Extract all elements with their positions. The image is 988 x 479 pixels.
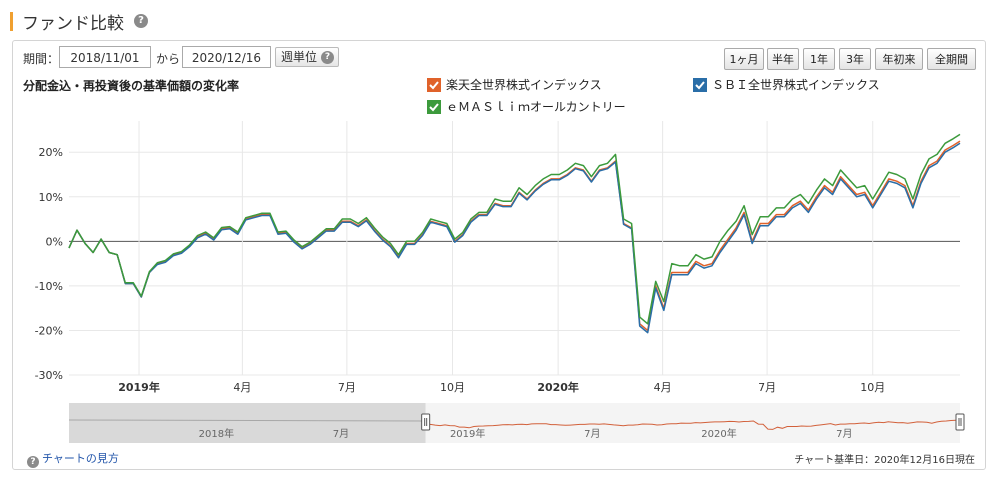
legend-item-emaxis[interactable]: ｅＭＡＳｌｉｍオールカントリー	[427, 98, 626, 115]
question-circle-icon[interactable]: ?	[134, 14, 148, 28]
legend-label-rakuten: 楽天全世界株式インデックス	[446, 78, 602, 92]
y-tick-label: -20%	[35, 324, 63, 337]
navigator-tick-label: 2020年	[701, 427, 736, 440]
x-tick-label: 7月	[338, 381, 356, 394]
x-tick-label: 2020年	[537, 380, 579, 394]
range-3-year-button[interactable]: 3年	[839, 48, 871, 70]
checkmark-icon[interactable]	[427, 100, 441, 114]
question-circle-icon: ?	[27, 456, 39, 468]
start-date-input[interactable]: 2018/11/01	[59, 46, 151, 68]
range-1-year-button[interactable]: 1年	[803, 48, 835, 70]
navigator-tick-label: 2019年	[450, 427, 485, 440]
series-line-3	[68, 133, 961, 325]
y-tick-label: 10%	[39, 191, 63, 204]
navigator-tick-label: 7月	[584, 428, 600, 440]
grip-handle-icon[interactable]	[955, 413, 965, 431]
range-ytd-button[interactable]: 年初来	[875, 48, 923, 70]
navigator-unselected-area	[69, 403, 426, 443]
chart-series	[68, 133, 961, 334]
navigator-line	[425, 419, 961, 430]
y-tick-label: 0%	[46, 235, 63, 248]
x-tick-label: 4月	[233, 381, 251, 394]
chart-help-label: チャートの見方	[42, 452, 119, 465]
navigator-line-history	[68, 419, 426, 422]
legend-item-sbi[interactable]: ＳＢＩ全世界株式インデックス	[693, 76, 880, 93]
line-chart[interactable]: -30% -20% -10% 0% 10% 20% 2019年 4月 7月 10月 2020年 4月…	[13, 41, 985, 446]
handle-body	[421, 413, 431, 431]
question-circle-icon[interactable]: ?	[321, 51, 334, 64]
handle-body	[955, 413, 965, 431]
x-axis-ticks: 2019年 4月 7月 10月 2020年 4月 7月 10月	[118, 380, 885, 394]
x-tick-label: 10月	[440, 381, 465, 394]
page-title: ファンド比較	[22, 14, 124, 34]
range-all-button[interactable]: 全期間	[927, 48, 976, 70]
period-label: 期間：	[23, 52, 60, 66]
weekly-unit-button[interactable]: 週単位 ?	[275, 47, 339, 67]
page-header: ファンド比較 ?	[10, 8, 980, 34]
navigator-tick-label: 2018年	[199, 427, 234, 440]
range-navigator[interactable]: 2018年 7月 2019年 7月 2020年 7月	[68, 403, 965, 443]
y-tick-label: 20%	[39, 146, 63, 159]
y-axis-ticks: -30% -20% -10% 0% 10% 20%	[35, 146, 63, 382]
end-date-input[interactable]: 2020/12/16	[182, 46, 271, 68]
range-half-year-button[interactable]: 半年	[767, 48, 799, 70]
navigator-tick-label: 7月	[333, 428, 349, 440]
grip-handle-icon[interactable]	[421, 413, 431, 431]
title-accent-bar	[10, 12, 13, 31]
legend-label-sbi: ＳＢＩ全世界株式インデックス	[712, 78, 880, 92]
navigator-tick-label: 7月	[836, 428, 852, 440]
y-tick-label: -30%	[35, 369, 63, 382]
range-1-month-button[interactable]: 1ヶ月	[724, 48, 764, 70]
checkmark-icon[interactable]	[693, 78, 707, 92]
chart-grid	[69, 121, 960, 376]
series-line-2	[68, 142, 961, 334]
checkmark-icon[interactable]	[427, 78, 441, 92]
weekly-unit-label: 週単位	[281, 50, 318, 64]
x-tick-label: 4月	[654, 381, 672, 394]
period-between-label: から	[156, 52, 181, 66]
legend-label-emaxis: ｅＭＡＳｌｉｍオールカントリー	[446, 100, 626, 114]
x-tick-label: 7月	[758, 381, 776, 394]
chart-help-link[interactable]: ? チャートの見方	[27, 450, 119, 468]
legend-item-rakuten[interactable]: 楽天全世界株式インデックス	[427, 76, 602, 93]
x-tick-label: 2019年	[118, 380, 160, 394]
x-tick-label: 10月	[860, 381, 885, 394]
chart-heading: 分配金込・再投資後の基準価額の変化率	[23, 79, 240, 93]
chart-as-of-date: チャート基準日：2020年12月16日現在	[794, 455, 975, 466]
fund-comparison-panel: 期間： 2018/11/01 から 2020/12/16 週単位 ? 1ヶ月 半…	[12, 40, 986, 470]
y-tick-label: -10%	[35, 280, 63, 293]
